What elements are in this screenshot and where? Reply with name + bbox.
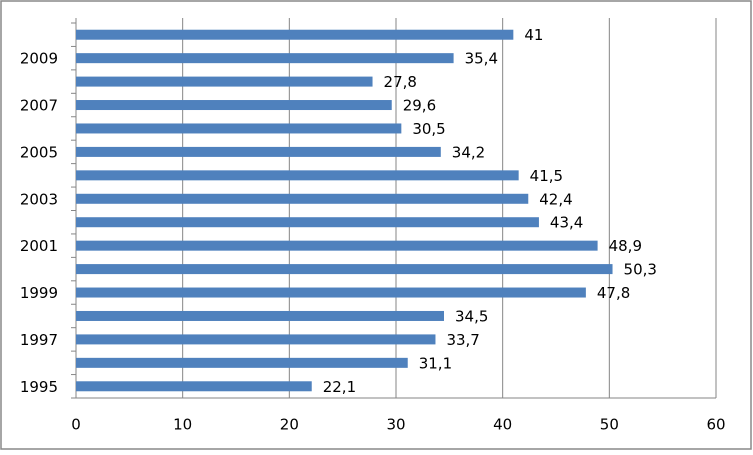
value-label: 33,7	[446, 331, 479, 349]
value-label: 42,4	[539, 190, 572, 208]
y-tick-label: 1999	[20, 284, 58, 302]
value-label: 41,5	[530, 167, 563, 185]
value-label: 34,2	[452, 143, 485, 161]
bar	[76, 76, 373, 87]
bar	[76, 193, 529, 204]
value-label: 30,5	[412, 120, 445, 138]
y-tick-label: 1995	[20, 378, 58, 396]
value-label: 41	[524, 26, 543, 44]
value-label: 29,6	[403, 97, 436, 115]
y-tick-label: 2005	[20, 143, 58, 161]
y-tick-label: 1997	[20, 331, 58, 349]
bar	[76, 381, 312, 392]
value-label: 31,1	[419, 354, 452, 372]
y-tick-label: 2001	[20, 237, 58, 255]
y-tick-label: 2007	[20, 97, 58, 115]
bar	[76, 264, 613, 275]
y-tick-label: 2009	[20, 50, 58, 68]
bar	[76, 334, 436, 345]
bar	[76, 53, 454, 64]
value-label: 47,8	[597, 284, 630, 302]
x-tick-label: 50	[600, 416, 619, 434]
bar	[76, 29, 514, 40]
value-label: 34,5	[455, 307, 488, 325]
bar	[76, 123, 402, 134]
bar	[76, 310, 444, 321]
bar	[76, 357, 408, 368]
bar	[76, 240, 598, 251]
value-label: 50,3	[624, 261, 657, 279]
x-tick-label: 10	[173, 416, 192, 434]
bar	[76, 170, 519, 181]
x-tick-label: 40	[493, 416, 512, 434]
bar	[76, 287, 586, 298]
y-tick-label: 2003	[20, 190, 58, 208]
bar	[76, 100, 392, 111]
value-label: 35,4	[465, 50, 498, 68]
value-label: 22,1	[323, 378, 356, 396]
x-tick-label: 0	[71, 416, 81, 434]
x-tick-label: 20	[280, 416, 299, 434]
bar	[76, 217, 539, 228]
bar	[76, 146, 441, 157]
x-tick-label: 30	[386, 416, 405, 434]
value-label: 43,4	[550, 214, 583, 232]
x-tick-label: 60	[706, 416, 725, 434]
value-label: 27,8	[384, 73, 417, 91]
value-label: 48,9	[609, 237, 642, 255]
